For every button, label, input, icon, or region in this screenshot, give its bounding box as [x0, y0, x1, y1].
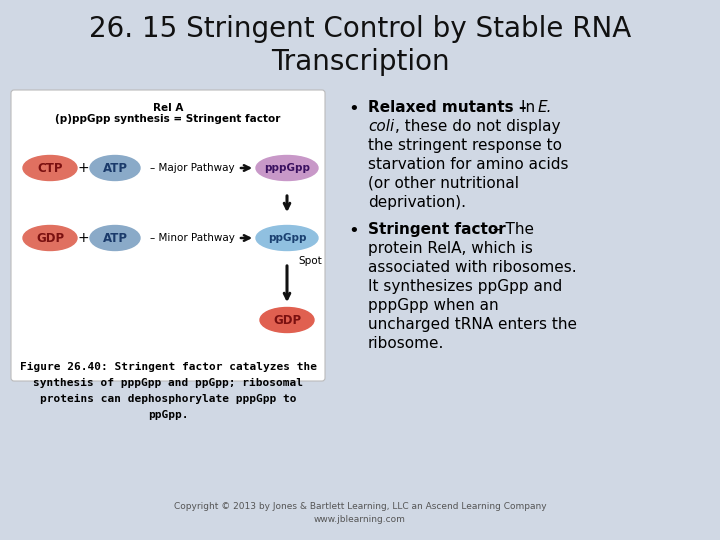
Ellipse shape: [23, 156, 77, 180]
Text: GDP: GDP: [273, 314, 301, 327]
Text: – Minor Pathway: – Minor Pathway: [150, 233, 235, 243]
Text: ppGpp: ppGpp: [268, 233, 306, 243]
Text: Relaxed mutants –: Relaxed mutants –: [368, 100, 532, 115]
Ellipse shape: [90, 156, 140, 180]
Ellipse shape: [23, 226, 77, 251]
Text: In: In: [521, 100, 540, 115]
Ellipse shape: [90, 226, 140, 251]
Text: – The: – The: [493, 222, 534, 237]
Text: associated with ribosomes.: associated with ribosomes.: [368, 260, 577, 275]
Text: Spot: Spot: [298, 256, 322, 266]
Text: synthesis of pppGpp and ppGpp; ribosomal: synthesis of pppGpp and ppGpp; ribosomal: [33, 378, 303, 388]
Text: pppGpp when an: pppGpp when an: [368, 298, 499, 313]
Text: – Major Pathway: – Major Pathway: [150, 163, 235, 173]
Text: (or other nutritional: (or other nutritional: [368, 176, 519, 191]
Text: pppGpp: pppGpp: [264, 163, 310, 173]
Text: Rel A: Rel A: [153, 103, 183, 113]
Ellipse shape: [260, 307, 314, 333]
Text: Copyright © 2013 by Jones & Bartlett Learning, LLC an Ascend Learning Company: Copyright © 2013 by Jones & Bartlett Lea…: [174, 502, 546, 511]
Text: 26. 15 Stringent Control by Stable RNA: 26. 15 Stringent Control by Stable RNA: [89, 15, 631, 43]
Text: deprivation).: deprivation).: [368, 195, 466, 210]
Text: starvation for amino acids: starvation for amino acids: [368, 157, 569, 172]
Text: ATP: ATP: [102, 232, 127, 245]
Text: www.jblearning.com: www.jblearning.com: [314, 515, 406, 524]
Text: +: +: [77, 161, 89, 175]
Text: •: •: [348, 100, 359, 118]
Text: ppGpp.: ppGpp.: [148, 410, 188, 420]
Text: E.: E.: [538, 100, 552, 115]
Text: •: •: [348, 222, 359, 240]
Text: proteins can dephosphorylate pppGpp to: proteins can dephosphorylate pppGpp to: [40, 394, 296, 404]
Text: coli: coli: [368, 119, 395, 134]
Text: the stringent response to: the stringent response to: [368, 138, 562, 153]
Text: Transcription: Transcription: [271, 48, 449, 76]
Text: Figure 26.40: Stringent factor catalyzes the: Figure 26.40: Stringent factor catalyzes…: [19, 362, 317, 372]
Text: , these do not display: , these do not display: [395, 119, 560, 134]
Text: ATP: ATP: [102, 161, 127, 174]
Text: uncharged tRNA enters the: uncharged tRNA enters the: [368, 317, 577, 332]
Text: Stringent factor: Stringent factor: [368, 222, 511, 237]
Ellipse shape: [256, 156, 318, 180]
Text: CTP: CTP: [37, 161, 63, 174]
Text: GDP: GDP: [36, 232, 64, 245]
FancyBboxPatch shape: [11, 90, 325, 381]
Text: protein RelA, which is: protein RelA, which is: [368, 241, 533, 256]
Text: (p)ppGpp synthesis = Stringent factor: (p)ppGpp synthesis = Stringent factor: [55, 114, 281, 124]
Text: It synthesizes ppGpp and: It synthesizes ppGpp and: [368, 279, 562, 294]
Ellipse shape: [256, 226, 318, 251]
Text: +: +: [77, 231, 89, 245]
Text: ribosome.: ribosome.: [368, 336, 444, 351]
